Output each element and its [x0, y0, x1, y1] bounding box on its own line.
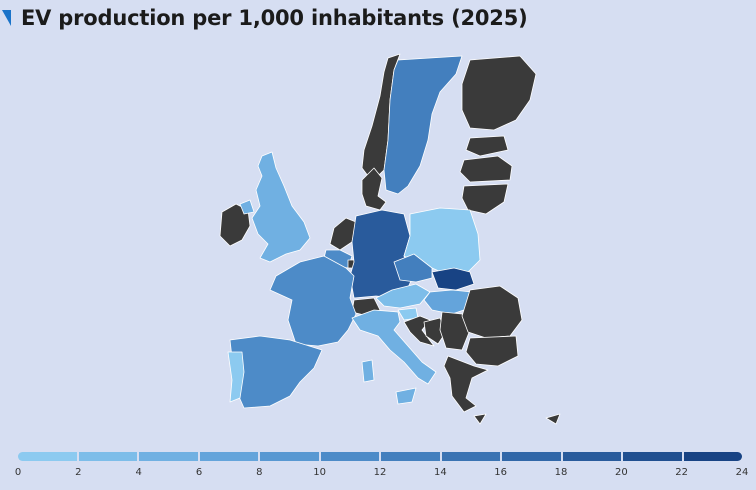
legend-segment [683, 452, 742, 461]
country-greece [443, 355, 489, 425]
legend-tick-label: 2 [75, 467, 82, 478]
europe-map [219, 53, 561, 425]
country-ireland [219, 203, 251, 247]
legend-segment [139, 452, 198, 461]
legend-tick-label: 8 [256, 467, 263, 478]
legend-ticks: 0 2 4 6 8 10 12 14 16 18 20 22 24 [14, 467, 749, 483]
country-estonia [465, 135, 509, 157]
legend-segment [562, 452, 621, 461]
legend-tick-label: 20 [614, 467, 628, 478]
legend-tick-label: 6 [195, 467, 203, 478]
country-serbia [439, 311, 471, 351]
country-cyprus [545, 413, 561, 425]
legend-tick-label: 10 [313, 467, 327, 478]
legend-tick-label: 18 [554, 467, 568, 478]
legend-segment [441, 452, 500, 461]
legend-segment [199, 452, 258, 461]
legend-tick-label: 0 [14, 467, 22, 478]
legend-segment [78, 452, 137, 461]
legend-segment [623, 452, 682, 461]
country-finland [461, 55, 537, 131]
country-hungary [423, 289, 473, 315]
country-slovakia [431, 267, 475, 291]
legend-tick-label: 16 [494, 467, 508, 478]
page-title: EV production per 1,000 inhabitants (202… [21, 6, 528, 30]
country-united-kingdom [239, 151, 311, 263]
country-sweden [383, 55, 463, 195]
country-bulgaria [465, 335, 519, 367]
country-latvia [459, 155, 513, 183]
country-denmark [361, 167, 387, 211]
country-italy [351, 309, 437, 385]
country-czechia [393, 253, 433, 283]
legend-tick-label: 14 [433, 467, 447, 478]
country-portugal [227, 351, 245, 403]
legend-segment [502, 452, 561, 461]
country-romania [461, 285, 523, 339]
title-accent-mark [2, 10, 11, 26]
country-sicily [395, 387, 417, 405]
country-sardinia [361, 359, 375, 383]
legend-segment [260, 452, 319, 461]
legend-tick-label: 4 [135, 467, 142, 478]
legend-color-bar [18, 452, 742, 461]
legend-tick-label: 22 [675, 467, 689, 478]
legend-tick-label: 24 [735, 467, 749, 478]
country-lithuania [461, 183, 509, 215]
title-bar: EV production per 1,000 inhabitants (202… [0, 2, 528, 34]
legend-segment [320, 452, 379, 461]
color-legend: 0 2 4 6 8 10 12 14 16 18 20 22 24 [14, 452, 749, 483]
country-france [269, 255, 357, 347]
legend-segment [18, 452, 77, 461]
legend-segment [381, 452, 440, 461]
legend-tick-label: 12 [373, 467, 387, 478]
